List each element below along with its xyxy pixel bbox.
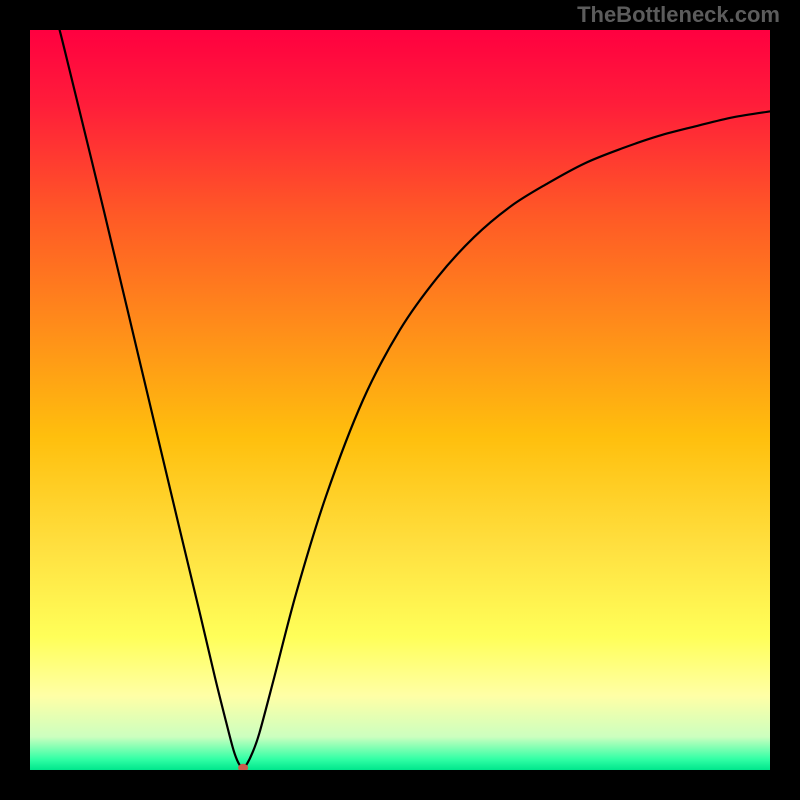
plot-background: [30, 30, 770, 770]
chart-frame: TheBottleneck.com: [0, 0, 800, 800]
bottleneck-chart: [30, 30, 770, 770]
watermark-label: TheBottleneck.com: [577, 2, 780, 28]
